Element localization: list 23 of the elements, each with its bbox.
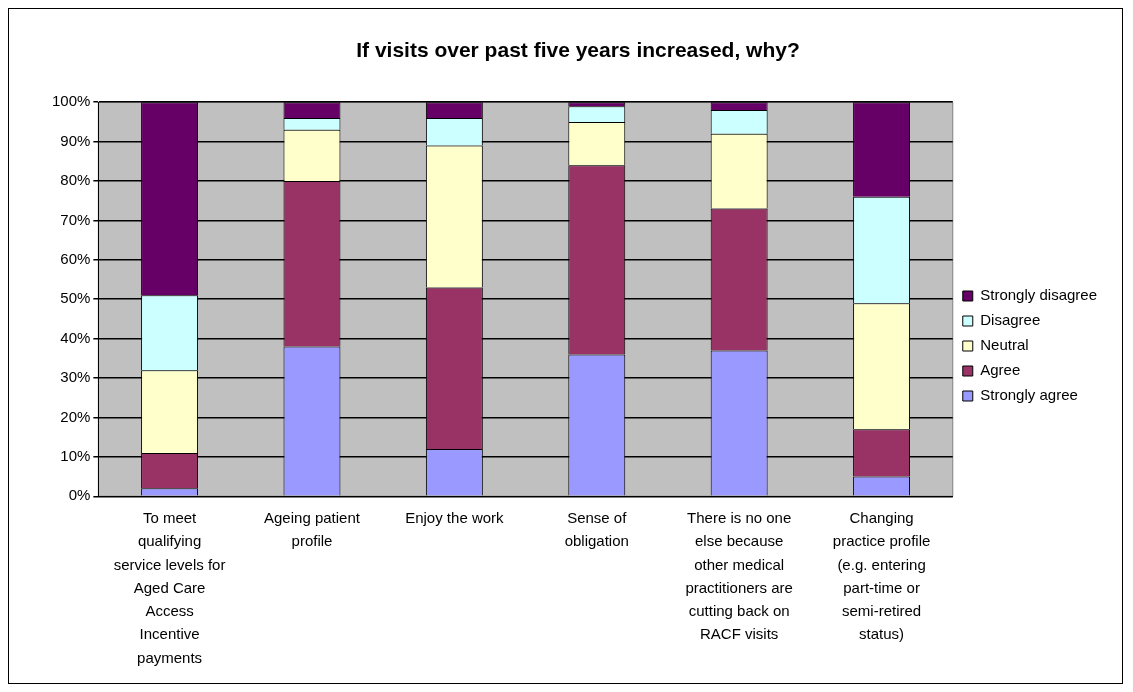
- y-tick-label: 50%: [60, 289, 91, 307]
- y-tick-label: 20%: [60, 407, 91, 425]
- x-tick-label: There is no one else because other medical practitioners are cutting back on RACF visits: [685, 509, 793, 643]
- y-tick-label: 100%: [51, 92, 91, 110]
- legend-label: Agree: [980, 361, 1021, 379]
- legend-label: Strongly disagree: [980, 286, 1097, 304]
- y-tick-label: 40%: [60, 328, 91, 346]
- y-tick-label: 10%: [60, 446, 91, 464]
- y-tick-label: 0%: [68, 486, 91, 504]
- x-tick-label: Ageing patient profile: [264, 509, 361, 550]
- legend-label: Strongly agree: [980, 386, 1078, 404]
- y-tick-label: 30%: [60, 368, 91, 386]
- x-tick-label: To meet qualifying service levels for Aged Care Access Incentive payments: [113, 509, 226, 666]
- y-tick-label: 90%: [60, 131, 91, 149]
- x-tick-label: Enjoy the work: [405, 509, 505, 527]
- x-tick-label: Changing practice profile (e.g. entering part-time or semi-retired status): [832, 509, 931, 643]
- legend-label: Disagree: [980, 311, 1041, 329]
- x-tick-label: Sense of obligation: [564, 509, 629, 550]
- y-tick-label: 80%: [60, 171, 91, 189]
- legend-label: Neutral: [980, 336, 1029, 354]
- y-tick-label: 70%: [60, 210, 91, 228]
- y-tick-label: 60%: [60, 249, 91, 267]
- chart-title: If visits over past five years increased, why?: [356, 38, 800, 62]
